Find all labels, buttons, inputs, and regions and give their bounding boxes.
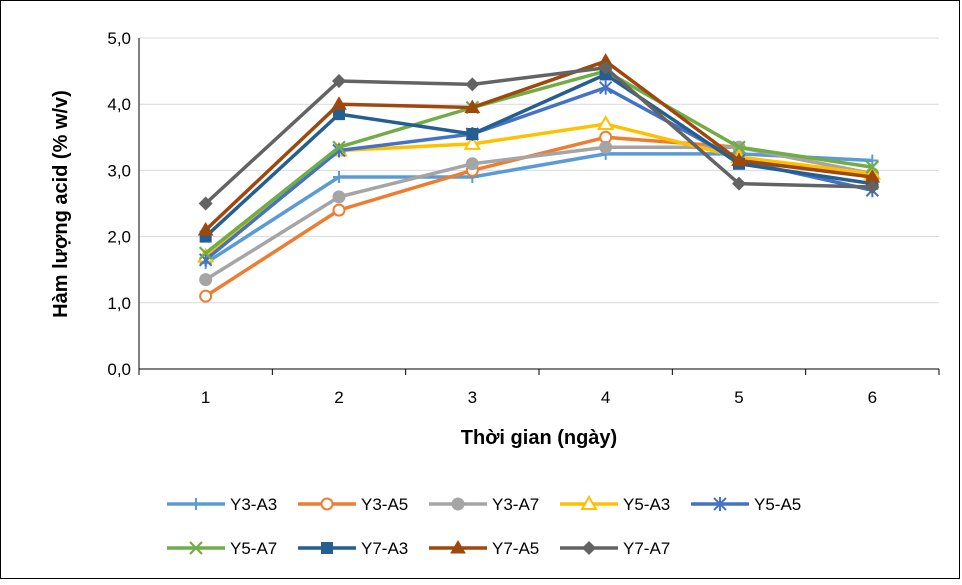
legend-item: Y3-A7 — [429, 495, 539, 514]
data-point — [865, 160, 880, 174]
series-y5-a5 — [198, 80, 880, 267]
data-point — [199, 289, 213, 303]
legend-label: Y5-A7 — [230, 539, 277, 558]
legend-label: Y7-A3 — [361, 539, 408, 558]
data-point — [199, 273, 213, 287]
data-point — [332, 74, 346, 89]
y-tick-label: 5,0 — [107, 29, 131, 48]
series-group — [196, 53, 882, 303]
data-point — [598, 60, 613, 75]
series-line — [204, 152, 873, 265]
legend-label: Y5-A3 — [623, 495, 670, 514]
data-point — [598, 80, 613, 95]
x-tick-label: 4 — [601, 388, 610, 407]
y-tick-label: 2,0 — [107, 228, 131, 247]
legend-label: Y3-A7 — [492, 495, 539, 514]
data-point — [198, 196, 213, 211]
legend-label: Y5-A5 — [754, 495, 801, 514]
legend-marker — [582, 541, 596, 555]
legend-item: Y5-A3 — [560, 495, 670, 514]
data-point — [732, 176, 746, 191]
x-tick-labels: 1 2 3 4 5 6 — [201, 388, 877, 407]
data-point — [732, 140, 746, 155]
data-point — [465, 157, 479, 171]
legend-marker — [321, 542, 333, 554]
y-axis-title: Hàm lượng acid (% w/v) — [50, 90, 72, 318]
series-y7-a7 — [198, 60, 880, 211]
series-line — [204, 66, 873, 205]
legend-marker — [320, 497, 334, 511]
legend-marker — [451, 497, 465, 511]
x-tick-label: 1 — [201, 388, 210, 407]
x-tick-label: 6 — [868, 388, 877, 407]
legend-item: Y7-A3 — [298, 539, 408, 558]
legend-marker — [713, 497, 727, 511]
x-tick-label: 2 — [334, 388, 343, 407]
data-point — [465, 77, 480, 92]
data-point — [463, 134, 482, 150]
y-tick-label: 1,0 — [107, 294, 131, 313]
legend-item: Y7-A7 — [560, 539, 670, 558]
legend-item: Y3-A5 — [298, 495, 408, 514]
data-point — [865, 179, 880, 194]
data-point — [331, 96, 347, 110]
data-point — [333, 108, 345, 121]
x-tick-label: 5 — [734, 388, 743, 407]
x-axis-title: Thời gian (ngày) — [461, 427, 617, 449]
legend-item: Y7-A5 — [429, 539, 539, 558]
legend-marker — [190, 498, 202, 510]
data-point — [333, 171, 345, 184]
y-tick-labels: 0,0 1,0 2,0 3,0 4,0 5,0 — [107, 29, 131, 379]
y-tick-label: 4,0 — [107, 95, 131, 114]
series-y7-a5 — [197, 53, 881, 236]
legend-item: Y5-A5 — [691, 495, 801, 514]
legend-item: Y5-A7 — [167, 539, 277, 558]
x-tick-label: 3 — [468, 388, 477, 407]
data-point — [866, 154, 879, 167]
data-point — [198, 246, 213, 260]
legend-marker — [450, 540, 466, 554]
series-line — [204, 72, 873, 238]
legend-marker — [189, 541, 203, 555]
legend-label: Y7-A7 — [623, 539, 670, 558]
data-point — [596, 115, 615, 131]
legend-label: Y3-A3 — [230, 495, 277, 514]
data-point — [332, 140, 346, 155]
data-point — [332, 190, 346, 204]
y-tick-label: 3,0 — [107, 161, 131, 180]
axes — [138, 38, 940, 375]
legend-marker — [580, 495, 598, 510]
legend-item: Y3-A3 — [167, 495, 277, 514]
legend: Y3-A3 Y3-A5 Y3-A7 Y5-A3 Y5-A5 Y5-A7 Y7-A3 Y7-A5… — [167, 495, 801, 558]
data-point — [197, 221, 214, 236]
data-point — [464, 99, 481, 114]
data-point — [599, 140, 613, 154]
series-line — [204, 69, 873, 255]
legend-label: Y7-A5 — [492, 539, 539, 558]
data-point — [466, 127, 479, 140]
data-point — [731, 152, 747, 166]
series-line — [204, 59, 873, 232]
y-tick-label: 0,0 — [107, 360, 131, 379]
data-point — [332, 203, 346, 217]
legend-label: Y3-A5 — [361, 495, 408, 514]
